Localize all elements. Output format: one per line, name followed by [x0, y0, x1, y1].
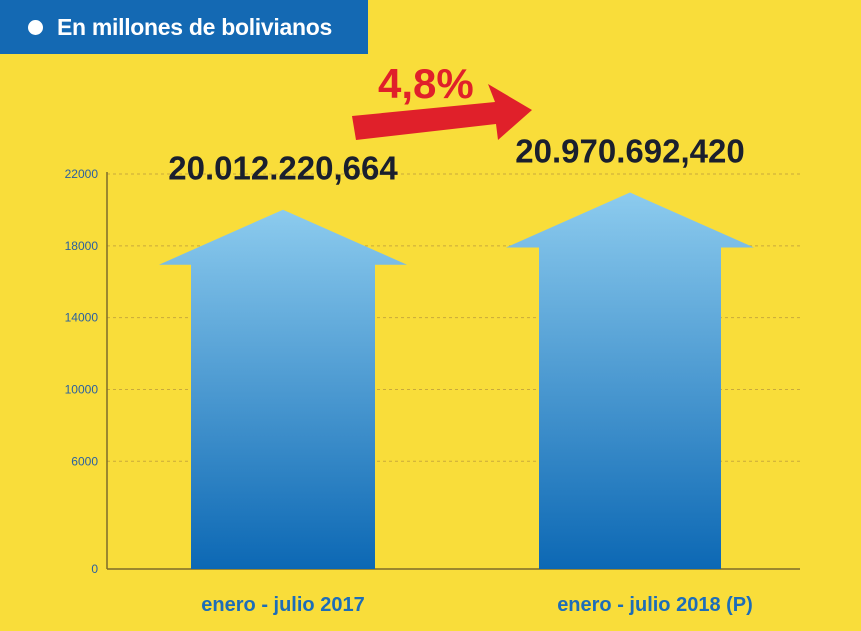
x-tick-label: enero - julio 2018 (P) — [557, 594, 753, 616]
bar-arrow — [159, 209, 407, 569]
data-label: 20.012.220,664 — [168, 150, 398, 187]
growth-indicator: 4,8% — [352, 60, 532, 140]
growth-arrow-icon — [352, 84, 532, 140]
bars — [159, 192, 754, 569]
units-label: En millones de bolivianos — [57, 13, 332, 40]
y-tick-label: 0 — [91, 562, 98, 576]
y-tick-label: 18000 — [65, 239, 99, 253]
value-labels: 20.012.220,664 20.970.692,420 — [168, 132, 744, 186]
y-tick-label: 22000 — [65, 167, 99, 181]
growth-label: 4,8% — [378, 60, 474, 107]
header-band: En millones de bolivianos — [0, 0, 368, 54]
data-label: 20.970.692,420 — [515, 132, 744, 169]
x-tick-label: enero - julio 2017 — [201, 594, 364, 616]
y-tick-label: 10000 — [65, 382, 99, 396]
bar-arrow — [506, 192, 754, 569]
y-tick-label: 14000 — [65, 311, 99, 325]
y-axis-ticks: 0 6000 10000 14000 18000 22000 — [65, 167, 99, 576]
bullet-icon — [28, 19, 43, 35]
y-tick-label: 6000 — [71, 454, 98, 468]
category-labels: enero - julio 2017 enero - julio 2018 (P) — [201, 594, 753, 616]
